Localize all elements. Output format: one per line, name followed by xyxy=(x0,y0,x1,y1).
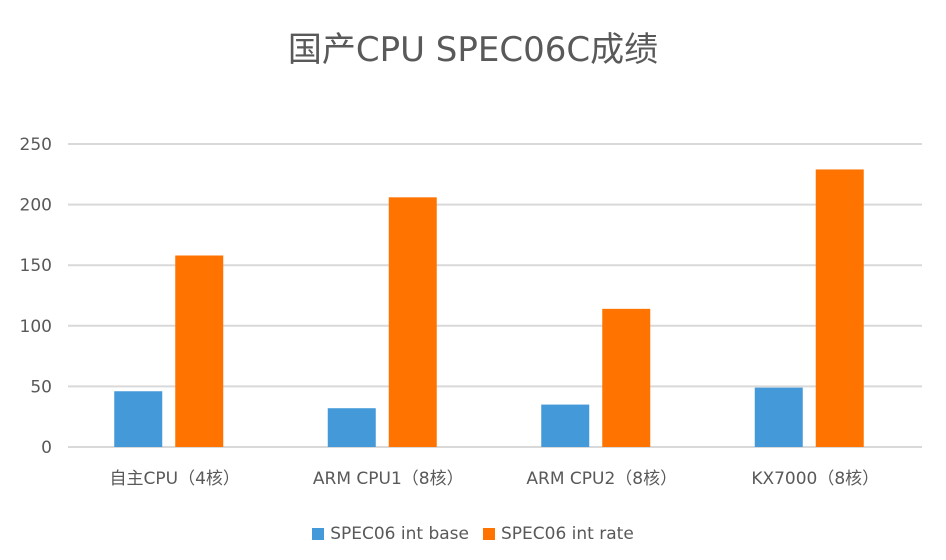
bar-base xyxy=(541,404,590,447)
legend-item-rate: SPEC06 int rate xyxy=(482,524,634,544)
chart-title: 国产CPU SPEC06C成绩 xyxy=(287,30,659,70)
y-tick-label: 50 xyxy=(30,377,52,397)
bar-base xyxy=(754,387,803,447)
x-tick-label: ARM CPU1（8核） xyxy=(313,469,464,489)
y-tick-label: 150 xyxy=(20,256,52,276)
bar-rate xyxy=(388,197,437,447)
legend-item-base: SPEC06 int base xyxy=(312,524,469,544)
bar-chart: 0 50 100 150 200 250 自主CPU（4核） ARM CPU1（8核） ARM … xyxy=(20,135,922,489)
legend-label-rate: SPEC06 int rate xyxy=(500,524,634,544)
legend-swatch-base xyxy=(312,528,325,540)
bar-rate xyxy=(602,308,651,447)
y-tick-label: 0 xyxy=(41,438,52,458)
x-tick-label: KX7000（8核） xyxy=(751,469,879,489)
bar-base xyxy=(327,408,376,447)
bar-rate xyxy=(815,169,864,447)
bar-base xyxy=(114,391,163,447)
legend: SPEC06 int base SPEC06 int rate xyxy=(0,524,946,544)
y-tick-label: 100 xyxy=(20,317,52,337)
y-tick-label: 250 xyxy=(20,135,52,155)
legend-label-base: SPEC06 int base xyxy=(330,524,469,544)
y-tick-label: 200 xyxy=(20,196,52,216)
bar-rate xyxy=(175,255,224,447)
x-tick-label: 自主CPU（4核） xyxy=(110,469,240,489)
legend-swatch-rate xyxy=(482,528,495,540)
x-tick-label: ARM CPU2（8核） xyxy=(526,469,677,489)
